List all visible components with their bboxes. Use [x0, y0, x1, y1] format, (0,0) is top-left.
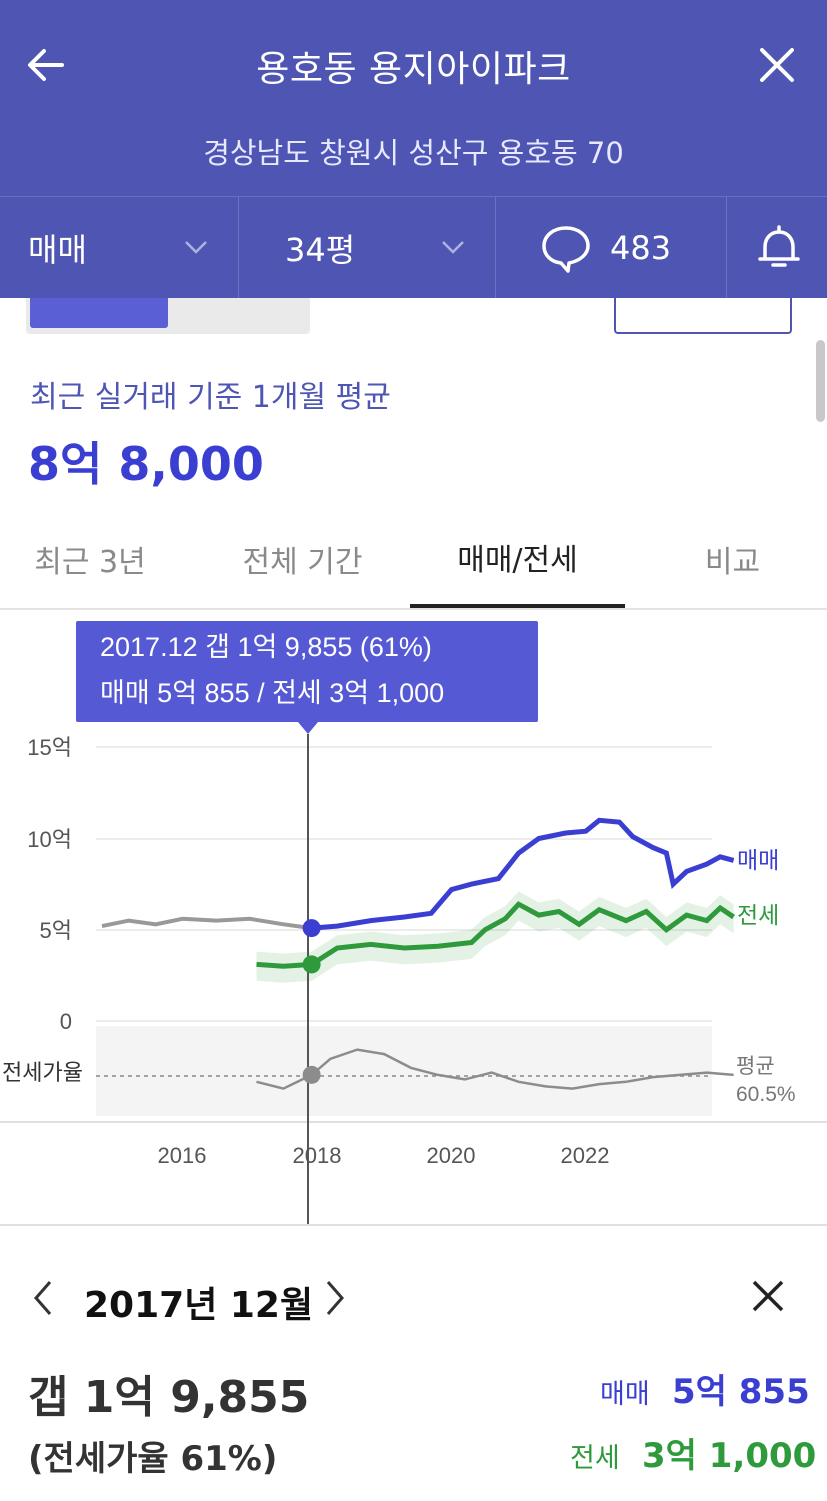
deal-type-dropdown[interactable]: 매매 — [28, 197, 218, 299]
x-tick-label: 2016 — [158, 1143, 207, 1168]
back-arrow-icon[interactable] — [22, 40, 72, 90]
comments-button[interactable]: 483 — [540, 197, 700, 299]
deal-type-label: 매매 — [28, 231, 87, 269]
sale-series-line — [311, 817, 735, 931]
jeonse-range-band — [256, 891, 734, 983]
price-chart[interactable]: 2017.12 갭 1억 9,855 (61%) 매매 5억 855 / 전세 … — [0, 610, 827, 1224]
segment-toggle[interactable] — [26, 298, 310, 334]
scrollbar[interactable] — [816, 340, 825, 422]
address-text: 경상남도 창원시 성산구 용호동 70 — [203, 136, 624, 170]
comments-count: 483 — [610, 229, 672, 267]
divider — [726, 197, 727, 299]
y-tick-label: 15억 — [27, 735, 72, 760]
ratio-band — [96, 1026, 712, 1116]
chevron-down-icon — [442, 241, 464, 254]
period-tabs: 최근 3년 전체 기간 매매/전세 비교 — [0, 510, 827, 610]
average-label: 최근 실거래 기준 1개월 평균 — [30, 380, 391, 415]
month-title: 2017년 12월 — [84, 1285, 314, 1326]
sale-marker — [302, 919, 321, 938]
ratio-avg-label: 평균 — [736, 1055, 775, 1078]
detail-panel: 2017년 12월 갭 1억 9,855 (전세가율 61%) 매매 5억 85… — [0, 1224, 827, 1501]
series-layer — [101, 817, 736, 1090]
page-title: 용호동 용지아이파크 — [256, 49, 571, 90]
gap-rate: (전세가율 61%) — [28, 1439, 278, 1479]
average-price: 8억 8,000 — [28, 437, 264, 491]
chart-svg: 2017.12 갭 1억 9,855 (61%) 매매 5억 855 / 전세 … — [0, 621, 827, 1224]
outline-button[interactable] — [614, 298, 792, 334]
ratio-avg-value: 60.5% — [736, 1083, 796, 1106]
jeonse-label: 전세 — [570, 1443, 620, 1474]
y-tick-label: 5억 — [40, 918, 72, 943]
ratio-axis-label: 전세가율 — [2, 1060, 83, 1085]
jeonse-series-line — [256, 901, 736, 969]
tab-recent-3y[interactable]: 최근 3년 — [34, 545, 146, 580]
divider — [495, 197, 496, 299]
top-header: 용호동 용지아이파크 경상남도 창원시 성산구 용호동 70 매매 34평 48… — [0, 0, 827, 299]
chevron-down-icon — [185, 241, 207, 254]
partially-scrolled-controls — [0, 298, 827, 338]
segment-active[interactable] — [30, 298, 168, 328]
ratio-marker — [302, 1065, 321, 1084]
legend-jeonse: 전세 — [737, 902, 779, 928]
bell-icon — [758, 225, 800, 267]
sale-label: 매매 — [600, 1379, 650, 1410]
chat-bubble-icon — [542, 226, 590, 273]
y-tick-label: 0 — [60, 1009, 72, 1034]
size-label: 34평 — [285, 231, 356, 269]
x-tick-label: 2022 — [561, 1143, 610, 1168]
tooltip-pointer — [298, 722, 318, 734]
sale-value: 5억 855 — [672, 1372, 810, 1412]
gap-amount: 갭 1억 9,855 — [28, 1372, 310, 1423]
x-tick-label: 2018 — [293, 1143, 342, 1168]
tooltip-box — [76, 621, 538, 722]
y-tick-label: 10억 — [27, 827, 72, 852]
legend-sale: 매매 — [737, 847, 779, 873]
ratio-series-line — [256, 1048, 734, 1090]
x-tick-label: 2020 — [427, 1143, 476, 1168]
sale-history-line — [101, 916, 312, 931]
size-dropdown[interactable]: 34평 — [285, 197, 475, 299]
tab-compare[interactable]: 비교 — [704, 545, 761, 580]
filter-row: 매매 34평 483 — [0, 196, 827, 299]
tab-all-period[interactable]: 전체 기간 — [242, 545, 363, 580]
tooltip-line2: 매매 5억 855 / 전세 3억 1,000 — [100, 678, 444, 708]
jeonse-marker — [302, 955, 321, 974]
chevron-right-icon[interactable] — [320, 1278, 348, 1318]
tab-sale-jeonse[interactable]: 매매/전세 — [410, 510, 625, 608]
notification-bell-button[interactable] — [752, 197, 812, 299]
close-icon[interactable] — [752, 40, 802, 90]
divider — [238, 197, 239, 299]
jeonse-value: 3억 1,000 — [642, 1436, 817, 1476]
close-icon[interactable] — [748, 1276, 788, 1316]
chevron-left-icon[interactable] — [30, 1278, 58, 1318]
marker-layer — [302, 919, 321, 1084]
tooltip-line1: 2017.12 갭 1억 9,855 (61%) — [100, 632, 432, 662]
